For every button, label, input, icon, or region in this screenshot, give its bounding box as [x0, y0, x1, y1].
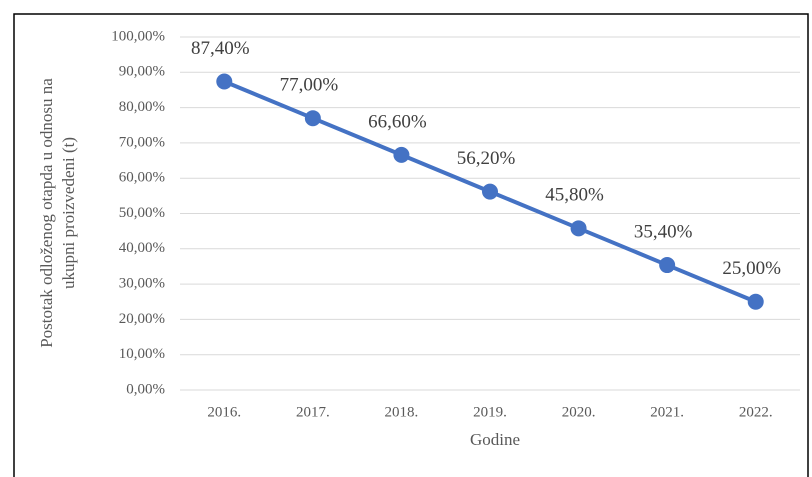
data-point	[747, 293, 764, 310]
y-tick-label: 10,00%	[119, 346, 165, 362]
y-tick-label: 0,00%	[126, 381, 165, 397]
y-tick-label: 80,00%	[119, 99, 165, 115]
data-label: 35,40%	[634, 221, 693, 242]
data-point	[393, 146, 410, 163]
data-point	[659, 257, 676, 274]
x-tick-label: 2020.	[562, 404, 596, 420]
data-label: 87,40%	[191, 38, 250, 59]
y-axis-label-line: ukupni proizvedeni (t)	[59, 137, 78, 289]
data-label: 66,60%	[368, 111, 427, 132]
x-tick-label: 2022.	[739, 404, 773, 420]
x-axis-label: Godine	[470, 430, 520, 449]
x-tick-label: 2017.	[296, 404, 330, 420]
data-point	[482, 183, 498, 200]
y-tick-label: 90,00%	[119, 64, 165, 80]
y-tick-label: 70,00%	[119, 134, 165, 150]
data-point	[304, 110, 321, 127]
y-tick-label: 30,00%	[119, 276, 165, 292]
x-tick-label: 2019.	[473, 404, 507, 420]
y-tick-label: 40,00%	[119, 240, 165, 256]
y-tick-label: 20,00%	[119, 311, 165, 327]
data-label: 45,80%	[545, 185, 604, 206]
data-label: 77,00%	[280, 75, 339, 96]
data-point	[570, 220, 587, 237]
chart-border	[13, 13, 809, 477]
data-label: 56,20%	[457, 148, 516, 169]
data-label: 25,00%	[722, 258, 781, 279]
y-tick-label: 60,00%	[119, 170, 165, 186]
data-point	[216, 73, 233, 90]
y-axis-label-line: Postotak odloženog otapda u odnosu na	[37, 78, 56, 348]
x-tick-label: 2016.	[207, 404, 241, 420]
x-tick-label: 2018.	[385, 404, 419, 420]
x-tick-label: 2021.	[650, 404, 684, 420]
y-tick-label: 50,00%	[119, 205, 165, 221]
y-tick-label: 100,00%	[111, 28, 165, 44]
y-axis-label: Postotak odloženog otapda u odnosu na uk…	[37, 78, 78, 348]
